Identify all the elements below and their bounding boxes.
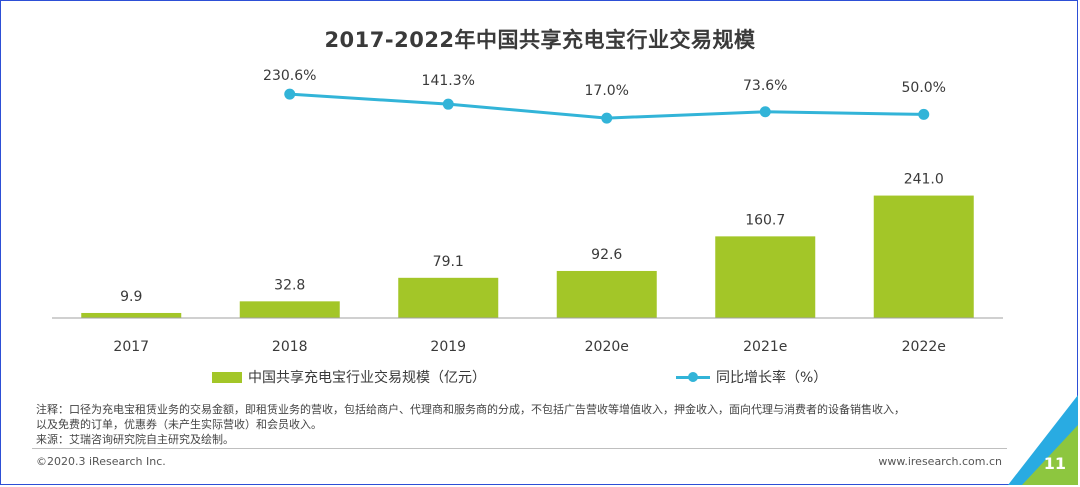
growth-point-2021e [759,106,771,118]
legend-bar-swatch [212,371,242,383]
labels-layer: 9.9 2017 32.8 2018 79.1 2019 92.6 2020e 160.7 202… [113,68,946,355]
corner-green-triangle [1022,425,1078,485]
chart-title: 2017-2022年中国共享充电宝行业交易规模 [324,28,756,52]
growth-point-2022e [918,108,930,120]
x-tick-2019: 2019 [430,339,466,355]
source-line: 来源：艾瑞咨询研究院自主研究及绘制。 [36,433,234,446]
growth-point-2018 [284,88,296,100]
bar-label-2019: 79.1 [433,254,464,270]
bar-2021e [715,236,816,318]
bar-label-2022e: 241.0 [904,172,944,188]
legend-line: 同比增长率（%） [676,367,827,387]
legend-line-label: 同比增长率（%） [716,370,828,386]
legend-bar-label: 中国共享充电宝行业交易规模（亿元） [248,370,486,386]
growth-point-2020e [601,112,613,124]
bar-label-2021e: 160.7 [745,212,785,228]
growth-label-2022e: 50.0% [902,80,946,96]
growth-label-2020e: 17.0% [585,83,629,99]
bar-label-2018: 32.8 [274,277,305,293]
note-line-2: 以及免费的订单，优惠券（未产生实际营收）和会员收入。 [36,418,322,431]
bar-2018 [239,301,340,318]
copyright: ©2020.3 iResearch Inc. [36,455,166,468]
note-line-1: 注释：口径为充电宝租赁业务的交易金额，即租赁业务的营收，包括给商户、代理商和服务… [36,403,905,416]
bar-2017 [81,312,182,318]
website: www.iresearch.com.cn [878,455,1002,468]
bars-layer [81,195,974,318]
x-tick-2018: 2018 [272,339,308,355]
growth-line-layer [284,88,930,124]
footer-divider [32,448,1007,449]
chart: 9.9 2017 32.8 2018 79.1 2019 92.6 2020e 160.7 202… [52,68,1003,355]
notes: 注释：口径为充电宝租赁业务的交易金额，即租赁业务的营收，包括给商户、代理商和服务… [36,402,1016,447]
x-tick-2021e: 2021e [743,339,787,355]
corner-decoration [1008,395,1078,485]
growth-label-2018: 230.6% [263,68,316,84]
growth-point-2019 [442,98,454,110]
legend-bar: 中国共享充电宝行业交易规模（亿元） [212,367,486,387]
x-tick-2017: 2017 [113,339,149,355]
page-number: 11 [1043,454,1066,473]
growth-label-2021e: 73.6% [743,78,787,94]
x-tick-2020e: 2020e [585,339,629,355]
bar-2020e [556,270,657,318]
x-tick-2022e: 2022e [902,339,946,355]
bar-label-2020e: 92.6 [591,247,622,263]
bar-label-2017: 9.9 [120,289,142,305]
bar-2022e [873,195,974,318]
legend-line-swatch [676,371,710,383]
growth-label-2019: 141.3% [422,73,475,89]
bar-2019 [398,277,499,318]
